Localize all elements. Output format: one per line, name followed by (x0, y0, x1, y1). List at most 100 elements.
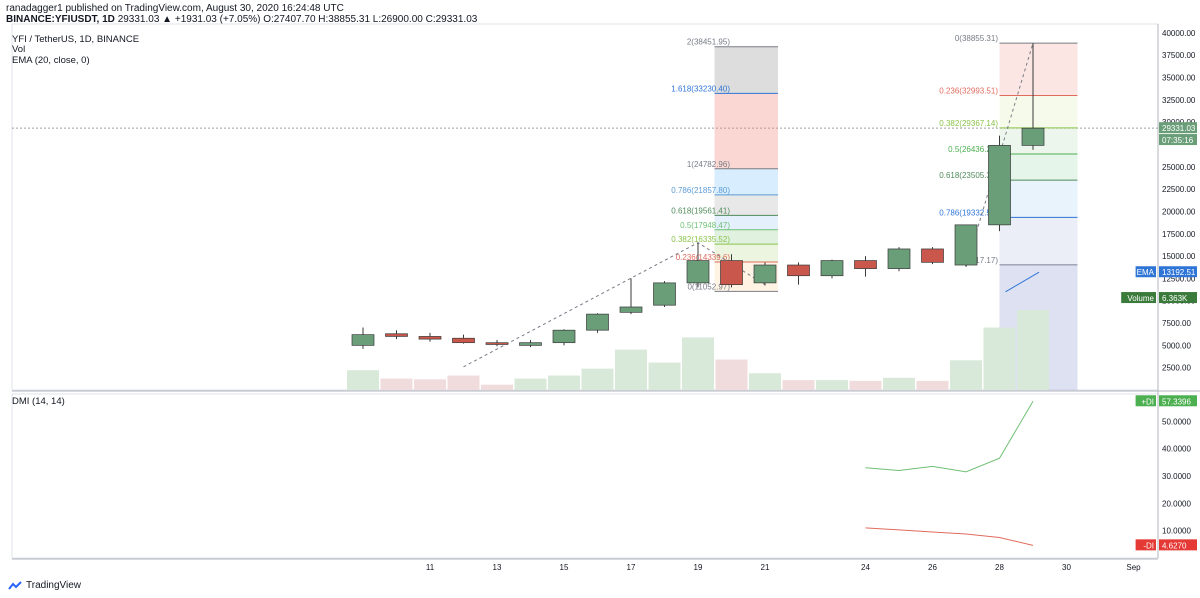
chart-header: ranadagger1 published on TradingView.com… (6, 3, 1196, 25)
candle-body (385, 333, 408, 337)
volume-bar (648, 362, 681, 390)
candle-body (586, 313, 609, 331)
candle-body (988, 145, 1011, 226)
volume-bar (682, 337, 714, 390)
fib_right-level-label: 0.5(26436.24) (948, 145, 998, 154)
fib_right-band (999, 95, 1078, 128)
price-tick-label: 40000.00 (1162, 29, 1196, 38)
ema-line (1005, 271, 1040, 293)
volume-bar (548, 375, 580, 390)
volume-bar (380, 378, 413, 390)
footer: TradingView (8, 580, 81, 591)
legend-ema: EMA (20, close, 0) (12, 55, 90, 66)
ema-path (1005, 271, 1040, 293)
fib_left-band (714, 215, 778, 230)
brand-name: TradingView (26, 580, 82, 591)
dmi-tag-bg (1159, 395, 1197, 407)
fib_left-level-label: 0.786(21857.80) (671, 186, 730, 195)
volume-bar (883, 377, 915, 390)
time-tick-label: 17 (627, 563, 636, 572)
fib_left-level-label: 0.618(19561.41) (671, 206, 730, 215)
candle-body (954, 224, 978, 266)
fib-retracement[interactable]: 2(38451.95) 1.618(33230.40) 1(24782.96) 0.7… (671, 34, 1078, 390)
volume-bar (447, 375, 480, 390)
dmi-tag-bg (1159, 539, 1197, 551)
price-tick-label: 5000.00 (1162, 341, 1191, 350)
volume-bar (1017, 310, 1049, 390)
volume-bar (615, 349, 647, 390)
price-tick-label: 25000.00 (1162, 163, 1196, 172)
dmi-tick-label: 20.0000 (1162, 499, 1191, 508)
fib_left-level-label: 1(24782.96) (687, 160, 730, 169)
dmi-tag-name-bg (1135, 395, 1156, 407)
fib_left-band (714, 46, 778, 94)
candle-body (887, 248, 911, 269)
candle-body (519, 342, 542, 346)
symbol-name: BINANCE:YFIUSDT, 1D (6, 14, 115, 25)
price-tag-bg (1159, 122, 1197, 134)
price-tick-label: 12500.00 (1162, 274, 1196, 283)
dmi-pane[interactable]: 50.0000 40.0000 30.0000 20.0000 10.0000 +DI 57… (865, 395, 1198, 551)
dmi-tick-label: 50.0000 (1162, 417, 1191, 426)
price-tag-name-bg (1121, 292, 1156, 304)
candle-body (351, 334, 375, 346)
time-tick-label: 24 (861, 563, 870, 572)
price-tag-label: 13192.51 (1162, 268, 1196, 277)
candle-body (753, 264, 777, 284)
fib_right-level-label: 0.382(29367.14) (939, 119, 998, 128)
fib_right-band (999, 154, 1078, 181)
volume-bar (347, 370, 379, 390)
fib_left-level-label: 0(11052.97) (687, 282, 730, 291)
fib_right-band (999, 217, 1078, 265)
fib_left-level-label: 2(38451.95) (687, 38, 730, 47)
volume-bar (414, 379, 446, 390)
candle-body (552, 329, 576, 344)
price-tick-label: 7500.00 (1162, 319, 1191, 328)
fib_right-level-label: 0.618(23505.34) (939, 171, 998, 180)
price-tag-label: 29331.03 (1162, 124, 1196, 133)
fib_right-level-label: 0.786(19332.53) (939, 208, 998, 217)
dmi-tick-label: 30.0000 (1162, 472, 1191, 481)
time-axis[interactable]: 11 13 15 17 19 21 24 26 28 30 Sep (12, 558, 1158, 572)
legend-title: YFI / TetherUS, 1D, BINANCE (12, 34, 139, 45)
volume-bar (749, 373, 781, 390)
dmi-tag-label: 57.3396 (1162, 397, 1191, 406)
legend-vol: Vol (12, 44, 25, 55)
candle-body (686, 260, 710, 284)
candle-body (653, 282, 676, 306)
volume-bar (950, 360, 982, 390)
dmi-tick-label: 10.0000 (1162, 527, 1191, 536)
price-tick-label: 15000.00 (1162, 252, 1196, 261)
price-axis[interactable]: 40000.0037500.0035000.0032500.0030000.00… (1121, 29, 1197, 373)
volume-bar (816, 380, 848, 390)
dmi-series-line (865, 401, 1034, 473)
candle-body (452, 337, 475, 344)
price-tag-label: 6.363K (1162, 294, 1188, 303)
fib_left-band (714, 168, 778, 195)
time-tick-label: 19 (694, 563, 703, 572)
volume-bar (849, 380, 882, 390)
time-tick-label: 28 (995, 563, 1004, 572)
time-tick-label: 13 (493, 563, 502, 572)
fib_left-level-label: 0.236(14339.6) (676, 253, 731, 262)
dmi-pane-border (11, 393, 1159, 559)
symbol-values: 29331.03 ▲ +1931.03 (+7.05%) O:27407.70 … (117, 14, 478, 25)
price-tick-label: 22500.00 (1162, 185, 1196, 194)
candle-body (418, 336, 442, 340)
volume-bar (782, 380, 815, 390)
candle-body (787, 264, 810, 277)
price-tag-label: 07:35:16 (1162, 136, 1194, 145)
time-tick-label: 30 (1062, 563, 1071, 572)
fib_right-band (999, 43, 1078, 96)
candle-body (720, 260, 743, 286)
fib_left-level-label: 1.618(33230.40) (671, 84, 730, 93)
volume-bar (983, 327, 1016, 390)
price-tag-name: Volume (1127, 294, 1154, 303)
price-tag-bg (1159, 134, 1197, 146)
candle-body (1021, 127, 1045, 146)
fib_right-level-label: 0(38855.31) (955, 34, 998, 43)
dmi-series-line (865, 527, 1034, 546)
price-tick-label: 35000.00 (1162, 74, 1196, 83)
candles[interactable] (351, 43, 1045, 349)
